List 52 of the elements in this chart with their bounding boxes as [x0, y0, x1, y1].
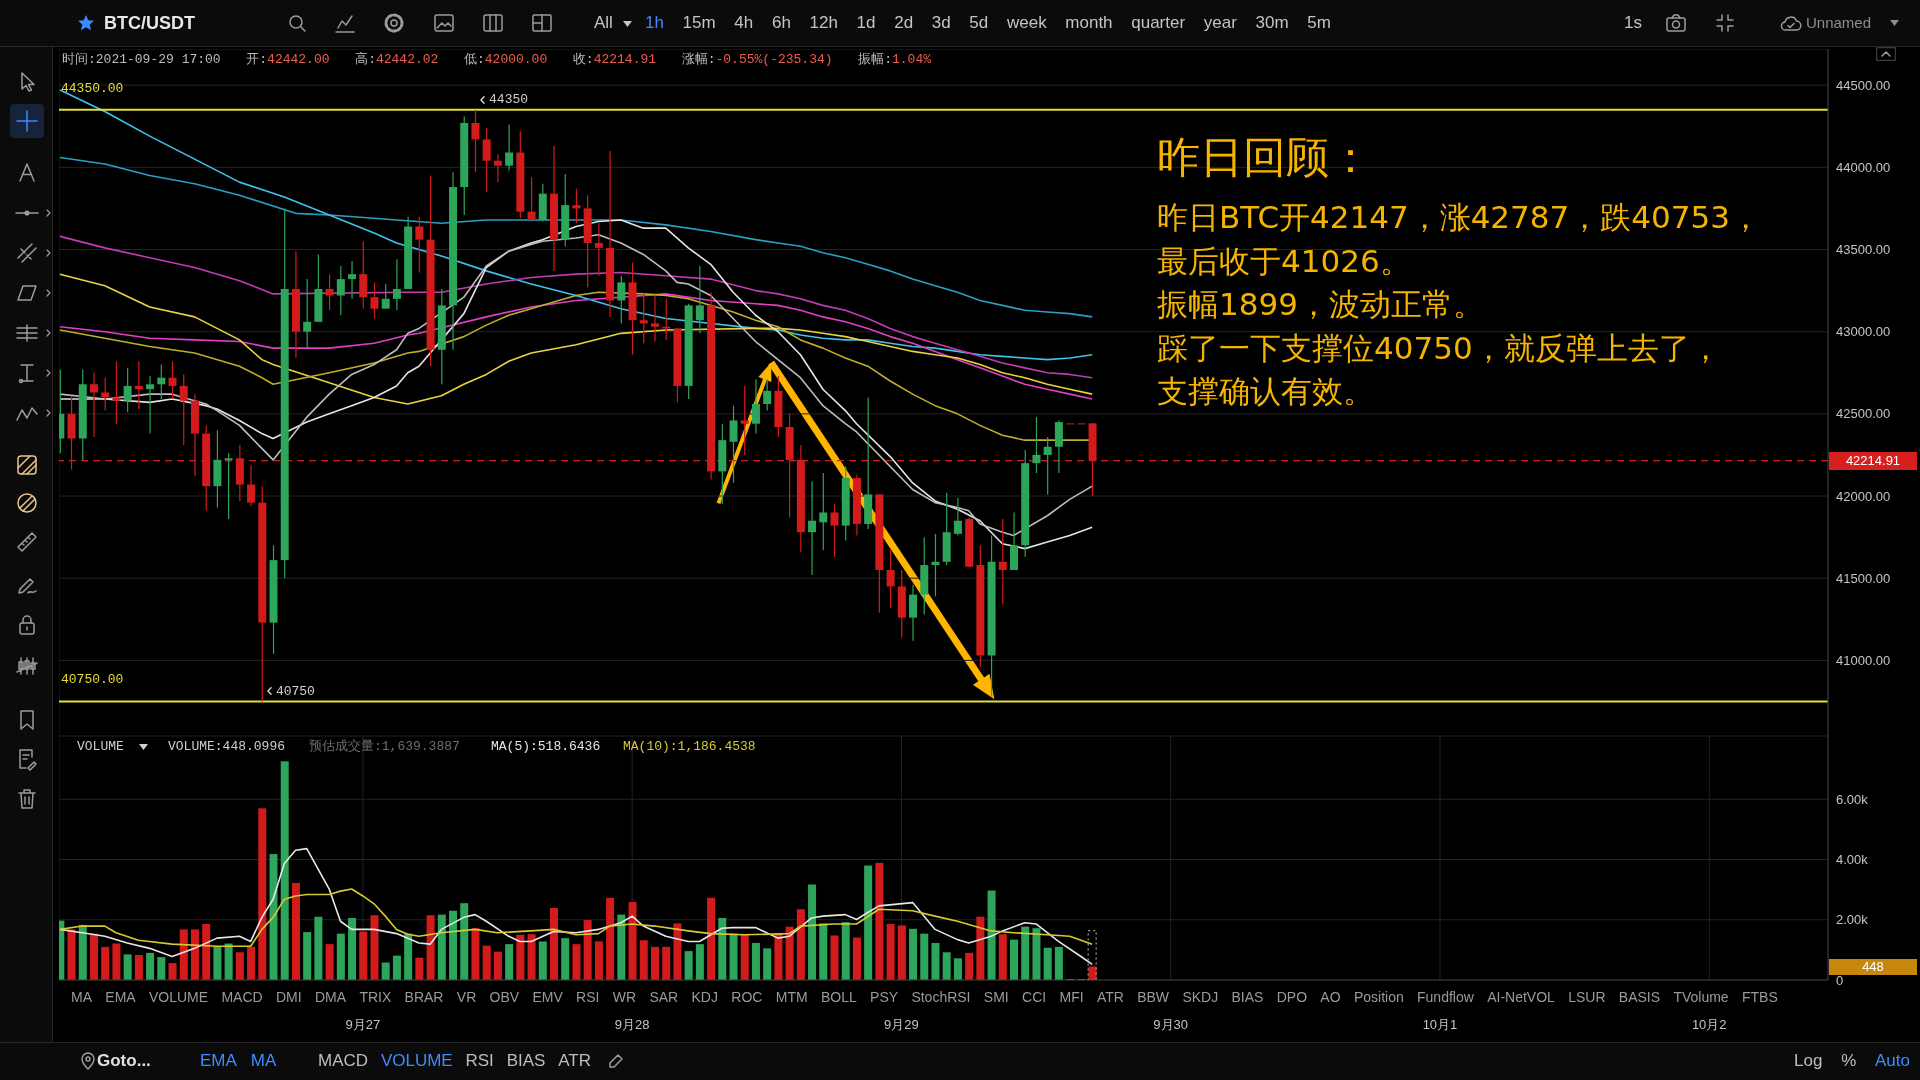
- text: All: [594, 12, 613, 34]
- text: MA EMA VOLUME MACD DMI DMA TRIX BRAR VR OBV EMV RSI WR SAR KDJ ROC MTM BOLL PSY StochRSI SMI CCI MFI ATR BBW SKDJ BIAS DPO AO Position Fundflow AI-NetVOL LSUR BASIS TVolume FTBS: [71, 989, 1778, 1005]
- annotation: VOLUME:448.0996: [168, 739, 286, 755]
- annotation: MA(5):518.6436: [491, 739, 601, 755]
- annotation: 昨日回顾：: [1157, 131, 1373, 184]
- text: 1s: [1624, 12, 1642, 34]
- text: 1h 15m 4h 6h 12h 1d 2d 3d 5d week month quarter year 30m 5m: [645, 13, 1331, 32]
- annotation: 40750: [275, 683, 315, 699]
- annotation: 振幅1899，波动正常。: [1157, 285, 1485, 324]
- annotation: 开:42442.00: [246, 52, 330, 67]
- annotation: MA(10):1,186.4538: [623, 739, 756, 755]
- annotation: 高:42442.02: [355, 52, 439, 67]
- text: MACD VOLUME RSI BIAS ATR: [318, 1051, 591, 1071]
- y-tick-label: 43000.00: [1836, 324, 1891, 340]
- y-tick-label: 4.00k: [1836, 852, 1869, 868]
- text: Log % Auto: [1794, 1051, 1910, 1071]
- ref-line-label: 42214.91: [1829, 451, 1917, 470]
- annotation: 预估成交量:1,639.3887: [309, 739, 460, 755]
- y-tick-label: 41000.00: [1836, 653, 1891, 669]
- y-tick-label: 42000.00: [1836, 488, 1891, 504]
- annotation: 涨幅:-0.55%(-235.34): [681, 52, 833, 67]
- annotation: 44350: [489, 92, 529, 108]
- annotation: 振幅:1.04%: [858, 52, 931, 67]
- ref-line-label: 40750.00: [61, 672, 124, 689]
- y-tick-label: 44000.00: [1836, 159, 1891, 175]
- text: 448: [1829, 958, 1917, 975]
- annotation: 时间:2021-09-29 17:00: [62, 52, 221, 67]
- x-tick-label: 9月27: [345, 1016, 381, 1032]
- x-tick-label: 10月2: [1691, 1016, 1727, 1032]
- text: Unnamed: [1806, 14, 1872, 32]
- annotation: 收:42214.91: [572, 52, 657, 67]
- y-tick-label: 42500.00: [1836, 406, 1891, 422]
- x-tick-label: 10月1: [1422, 1016, 1458, 1032]
- x-tick-label: 9月29: [884, 1016, 919, 1032]
- text: Goto...: [97, 1051, 151, 1071]
- annotation: 昨日BTC开42147，涨42787，跌40753，: [1157, 198, 1761, 237]
- x-tick-label: 9月28: [614, 1016, 650, 1032]
- x-tick-label: 9月30: [1153, 1016, 1189, 1032]
- text: BTC/USDT: [104, 12, 195, 34]
- y-tick-label: 41500.00: [1836, 570, 1891, 586]
- annotation: 踩了一下支撑位40750，就反弹上去了，: [1157, 328, 1722, 368]
- y-tick-label: 2.00k: [1836, 912, 1869, 928]
- y-tick-label: 6.00k: [1836, 791, 1869, 807]
- annotation: VOLUME: [77, 739, 124, 755]
- annotation: 低:42000.00: [463, 52, 548, 67]
- annotation: 最后收于41026。: [1157, 241, 1412, 281]
- y-tick-label: 0: [1836, 972, 1844, 988]
- ref-line-label: 44350.00: [61, 80, 124, 97]
- y-tick-label: 43500.00: [1836, 242, 1891, 258]
- text: EMA MA: [200, 1051, 277, 1071]
- y-tick-label: 44500.00: [1836, 77, 1891, 93]
- annotation: 支撑确认有效。: [1157, 372, 1375, 411]
